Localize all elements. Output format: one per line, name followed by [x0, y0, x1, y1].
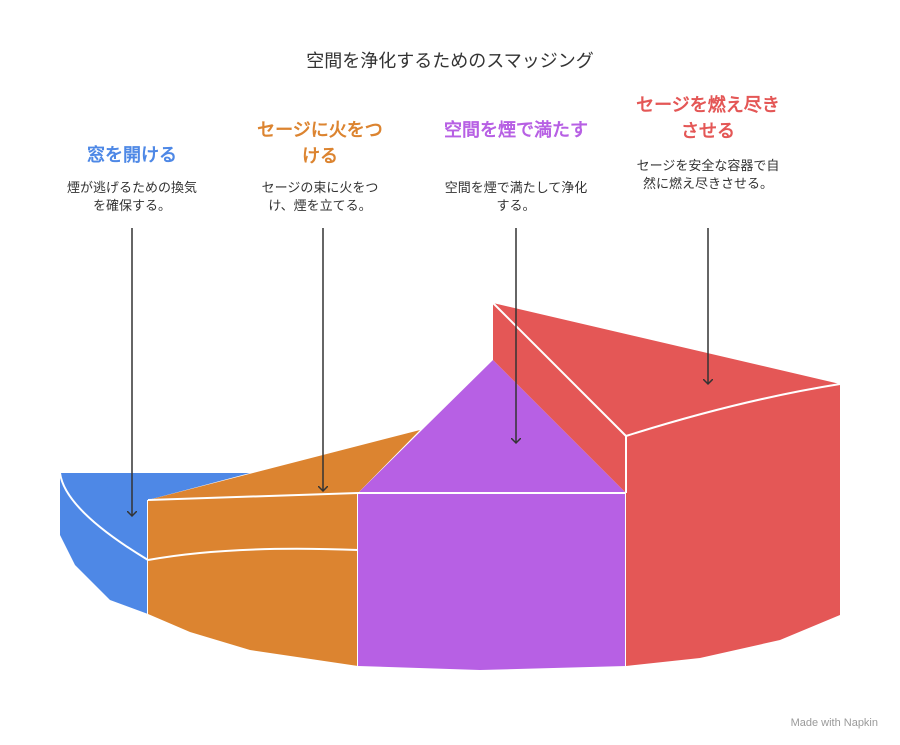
step-3-title: 空間を煙で満たす — [444, 120, 588, 141]
step-4-title: セージを燃え尽きさせる — [636, 95, 780, 142]
step-1-description: 煙が逃げるための換気を確保する。 — [66, 181, 197, 214]
napkin-credit: Made with Napkin — [790, 717, 878, 729]
step-3-description: 空間を煙で満たして浄化する。 — [444, 181, 588, 214]
step-4-description: セージを安全な容器で自然に燃え尽きさせる。 — [636, 159, 780, 192]
diagram-title: 空間を浄化するためのスマッジング — [306, 51, 594, 72]
segment-4 — [492, 302, 841, 666]
step-1-title: 窓を開ける — [87, 145, 177, 166]
step-2-description: セージの束に火をつけ、煙を立てる。 — [261, 181, 379, 214]
step-2-title: セージに火をつける — [257, 120, 383, 167]
